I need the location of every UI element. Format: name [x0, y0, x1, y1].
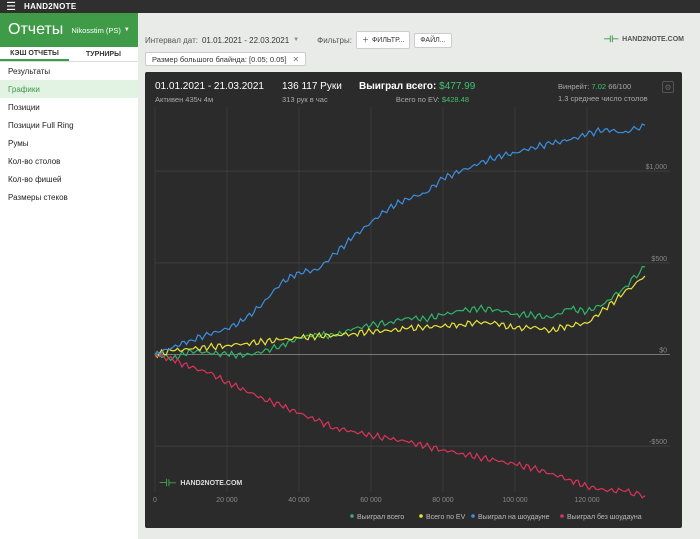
results-chart: 0 20 000 40 000 60 000 80 000 100 000 120 000 -… [153, 107, 670, 521]
y-tick-label: $500 [651, 256, 667, 263]
chart-legend: Выиграл всего Всего по EV Выиграл на шоуда… [350, 513, 642, 521]
legend-label: Выиграл без шоудауна [567, 513, 642, 521]
date-interval-label: Интервал дат: [145, 35, 198, 45]
sidebar-item-positions[interactable]: Позиции [8, 102, 40, 112]
x-tick-label: 0 [153, 497, 157, 504]
hands-per-hour: 313 рук в час [282, 95, 328, 104]
sidebar-item-stack-sizes[interactable]: Размеры стеков [8, 192, 68, 202]
winrate-value: 7.02 [591, 82, 607, 91]
x-tick-label: 60 000 [360, 497, 382, 504]
y-tick-label: -$500 [649, 439, 667, 446]
won-stat: Выиграл всего: $477.99 Всего по EV: $428… [359, 81, 475, 104]
gear-icon[interactable]: ⚙ [662, 81, 674, 93]
player-selector[interactable]: Nikosstim (PS) ▼ [71, 26, 130, 35]
ev-label: Всего по EV: [395, 95, 440, 104]
legend-marker [471, 514, 475, 518]
series-line-2 [154, 123, 646, 356]
sidebar-item-table-count[interactable]: Кол-во столов [8, 156, 61, 166]
h-logo-icon: ⊣⊢ [159, 478, 177, 489]
player-name: Nikosstim (PS) [71, 25, 121, 35]
ev-value: $428.48 [441, 95, 469, 104]
sidebar-item-rooms[interactable]: Румы [8, 138, 29, 148]
legend-label: Всего по EV [426, 514, 466, 521]
chart-grid [154, 107, 670, 492]
legend-marker [350, 514, 354, 518]
sidebar-item-graphs[interactable]: Графики [0, 80, 138, 98]
filter-button[interactable]: ＋ ФИЛЬТР... [355, 31, 411, 49]
hand2note-logo: ⊣⊢ HAND2NOTE.COM [603, 34, 684, 45]
x-tick-label: 40 000 [288, 497, 310, 504]
series-line-1 [154, 275, 646, 359]
hamburger-menu-icon[interactable]: ☰ [6, 1, 16, 13]
legend-label: Выиграл всего [357, 514, 404, 521]
hand2note-logo-text: HAND2NOTE.COM [622, 36, 684, 43]
winrate-stat: Винрейт: 7.02 66/100 1.3 среднее число с… [558, 81, 648, 103]
chart-logo-text: HAND2NOTE.COM [180, 480, 243, 487]
app-brand: HAND2NOTE [24, 2, 77, 11]
legend-marker [560, 514, 564, 518]
chart-watermark-logo: ⊣⊢ HAND2NOTE.COM [159, 478, 242, 489]
sidebar: КЭШ ОТЧЕТЫ ТУРНИРЫ Результаты Графики По… [0, 47, 138, 539]
x-tick-label: 80 000 [432, 497, 454, 504]
date-chevron-down-icon[interactable]: ▼ [293, 37, 300, 43]
sidebar-item-positions-full-ring[interactable]: Позиции Full Ring [8, 120, 74, 130]
tab-cash-reports[interactable]: КЭШ ОТЧЕТЫ [0, 47, 69, 61]
toolbar: Интервал дат: 01.01.2021 - 22.03.2021 ▼ … [145, 30, 452, 50]
sidebar-item-results[interactable]: Результаты [8, 66, 51, 76]
close-icon[interactable]: ✕ [292, 54, 300, 64]
winrate-suffix: 66/100 [608, 82, 632, 91]
y-tick-label: $1,000 [646, 164, 668, 171]
title-bar: ☰ HAND2NOTE [0, 0, 700, 13]
winrate-label: Винрейт: [558, 82, 590, 91]
filter-button-label: ФИЛЬТР... [371, 36, 405, 44]
series-line-3 [154, 353, 646, 499]
x-tick-label: 20 000 [216, 497, 238, 504]
legend-marker [419, 514, 423, 518]
sidebar-item-chip-count[interactable]: Кол-во фишей [8, 174, 62, 184]
x-tick-label: 100 000 [502, 497, 527, 504]
hands-stat: 136 117 Руки 313 рук в час [282, 81, 342, 104]
tab-tournaments[interactable]: ТУРНИРЫ [86, 50, 121, 58]
page-header: Отчеты Nikosstim (PS) ▼ [0, 13, 138, 47]
chevron-down-icon: ▼ [123, 27, 130, 33]
h-logo-icon: ⊣⊢ [603, 34, 620, 44]
period-value: 01.01.2021 - 21.03.2021 [155, 81, 264, 92]
graph-panel: 01.01.2021 - 21.03.2021 Активен 435ч 4м … [145, 72, 682, 528]
x-tick-label: 120 000 [574, 497, 599, 504]
period-stat: 01.01.2021 - 21.03.2021 Активен 435ч 4м [155, 81, 264, 104]
chart-series [154, 123, 646, 499]
page-title: Отчеты [8, 21, 64, 38]
sidebar-tabs: КЭШ ОТЧЕТЫ ТУРНИРЫ [0, 47, 138, 62]
filter-chip-label: Размер большого блайнда: [0.05; 0.05] [152, 54, 287, 64]
file-button-label: ФАЙЛ... [420, 36, 446, 44]
avg-tables: 1.3 среднее число столов [558, 94, 648, 103]
series-line-0 [154, 266, 646, 362]
won-value: $477.99 [439, 81, 476, 92]
y-tick-label: $0 [659, 348, 667, 355]
chart-ticks: 0 20 000 40 000 60 000 80 000 100 000 120 000 -… [153, 164, 667, 504]
filters-label: Фильтры: [317, 35, 352, 45]
active-time: Активен 435ч 4м [155, 95, 214, 104]
date-interval-value[interactable]: 01.01.2021 - 22.03.2021 [201, 35, 290, 45]
legend-label: Выиграл на шоудауне [478, 514, 550, 521]
filter-chip[interactable]: Размер большого блайнда: [0.05; 0.05] ✕ [145, 52, 307, 66]
plus-icon: ＋ [361, 37, 369, 44]
file-button[interactable]: ФАЙЛ... [414, 32, 452, 48]
won-label: Выиграл всего: [359, 81, 437, 92]
hands-value: 136 117 Руки [282, 81, 342, 92]
